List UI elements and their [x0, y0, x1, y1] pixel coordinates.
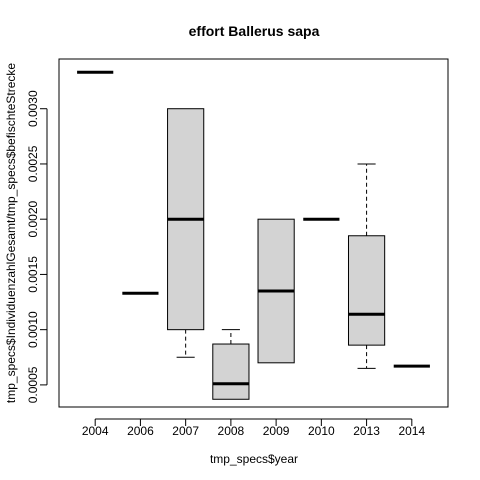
box-2009: [257, 218, 295, 364]
x-tick-label: 2006: [127, 424, 154, 438]
y-axis: 0.0005 0.0010 0.0015 0.0020 0.0025 0.0030: [26, 90, 48, 403]
box-2007: [167, 108, 205, 358]
chart-title: effort Ballerus sapa: [189, 23, 320, 39]
y-axis-label: tmp_specs$IndividuenzahlGesamt/tmp_specs…: [4, 63, 18, 404]
x-tick-label: 2004: [82, 424, 109, 438]
box-series: [77, 70, 430, 400]
iqr-box: [212, 343, 250, 400]
x-axis: 2004 2006 2007 2008 2009 2010 2013 2014: [82, 418, 425, 438]
x-tick-label: 2007: [172, 424, 199, 438]
x-tick-label: 2013: [353, 424, 380, 438]
y-tick-label: 0.0005: [26, 366, 40, 403]
y-tick-label: 0.0010: [26, 311, 40, 348]
x-tick-label: 2009: [263, 424, 290, 438]
x-tick-label: 2014: [398, 424, 425, 438]
box-2013: [347, 163, 386, 369]
box-2008: [212, 329, 250, 400]
x-tick-label: 2010: [308, 424, 335, 438]
y-tick-label: 0.0030: [26, 90, 40, 127]
x-tick-label: 2008: [218, 424, 245, 438]
y-tick-label: 0.0015: [26, 256, 40, 293]
x-axis-label: tmp_specs$year: [210, 452, 298, 466]
plot-frame: [58, 58, 449, 408]
iqr-box: [347, 235, 386, 346]
y-tick-label: 0.0020: [26, 201, 40, 238]
y-tick-label: 0.0025: [26, 145, 40, 182]
